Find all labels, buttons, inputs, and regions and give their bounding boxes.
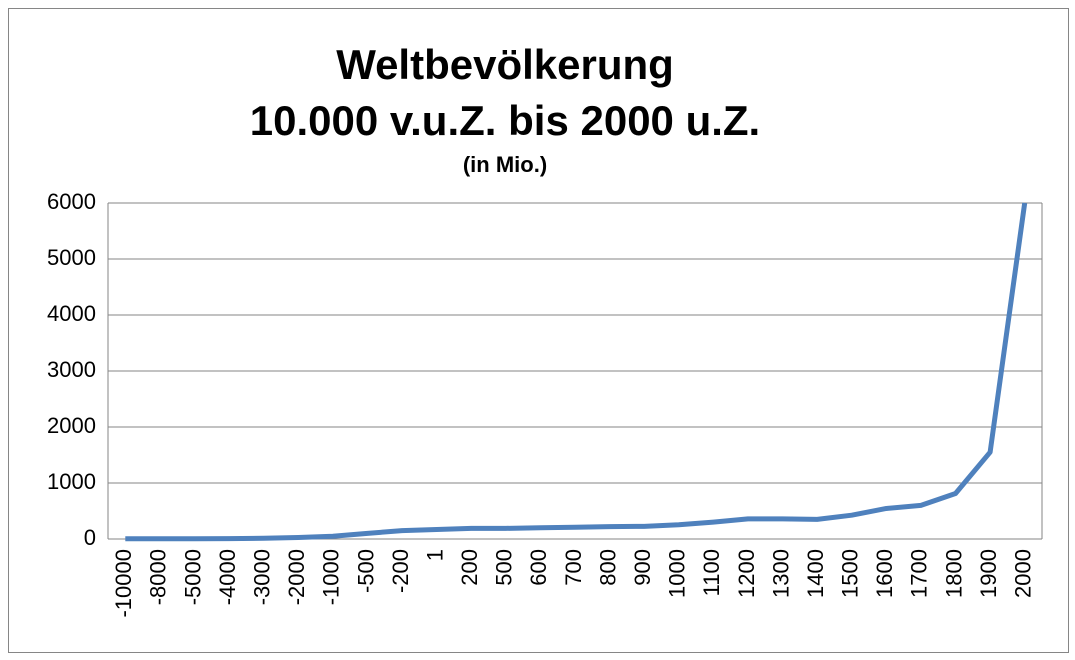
x-tick-label: -4000 — [215, 549, 240, 605]
x-tick-label: 1300 — [768, 549, 793, 598]
x-tick-label: 1200 — [734, 549, 759, 598]
x-tick-label: 1400 — [803, 549, 828, 598]
x-tick-label: 500 — [492, 549, 517, 586]
x-tick-label: 1700 — [907, 549, 932, 598]
x-tick-label: 900 — [630, 549, 655, 586]
x-tick-label: -200 — [388, 549, 413, 593]
x-tick-label: 1900 — [976, 549, 1001, 598]
x-tick-label: -10000 — [111, 549, 136, 618]
x-tick-label: 1100 — [699, 549, 724, 596]
x-tick-label: 1000 — [665, 549, 690, 598]
x-tick-label: -8000 — [146, 549, 171, 605]
chart-title: Weltbevölkerung — [336, 41, 674, 88]
x-tick-label: 1800 — [941, 549, 966, 598]
y-tick-label: 6000 — [47, 189, 96, 214]
line-series — [125, 202, 1028, 542]
x-tick-label: 700 — [561, 549, 586, 586]
y-tick-label: 5000 — [47, 245, 96, 270]
x-tick-label: -5000 — [180, 549, 205, 605]
x-tick-label: -2000 — [284, 549, 309, 605]
chart-subtitle: (in Mio.) — [463, 152, 547, 177]
y-tick-label: 2000 — [47, 413, 96, 438]
y-tick-label: 3000 — [47, 357, 96, 382]
x-tick-label: 1600 — [872, 549, 897, 598]
x-tick-label: -3000 — [249, 549, 274, 605]
y-tick-label: 0 — [84, 525, 96, 550]
x-tick-label: 1500 — [838, 549, 863, 598]
x-tick-label: 800 — [595, 549, 620, 586]
chart-title: 10.000 v.u.Z. bis 2000 u.Z. — [250, 97, 760, 144]
x-tick-label: -1000 — [319, 549, 344, 605]
x-tick-label: 200 — [457, 549, 482, 586]
x-tick-label: 2000 — [1011, 549, 1036, 598]
x-tick-label: -500 — [353, 549, 378, 593]
x-tick-label: 600 — [526, 549, 551, 586]
y-tick-label: 4000 — [47, 301, 96, 326]
chart-border — [8, 8, 1069, 653]
y-tick-label: 1000 — [47, 469, 96, 494]
x-tick-label: 1 — [422, 549, 447, 561]
